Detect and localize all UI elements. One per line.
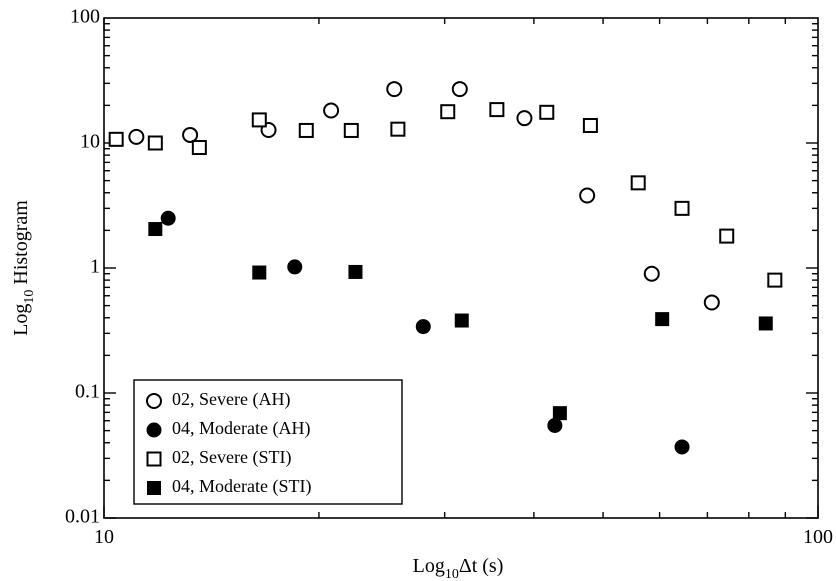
data-point-series-1 [160,210,176,226]
legend-label-severe-sti: 02, Severe (STI) [172,447,291,468]
data-point-series-0 [451,81,468,98]
data-point-series-0 [323,102,340,119]
data-point-series-2 [630,175,646,191]
data-point-series-2 [582,118,598,134]
y-axis-title: Log10 Histogram [10,200,37,336]
data-points [108,81,783,455]
x-axis-title-subscript: 10 [445,567,459,581]
x-axis-title-rest: Δt (s) [459,555,504,577]
data-point-series-2 [489,102,505,118]
legend-symbol-series-3 [147,481,161,495]
data-point-series-3 [148,222,163,237]
y-tick-label: 0.01 [65,506,100,528]
data-point-series-1 [547,417,563,433]
data-point-series-0 [182,126,199,143]
legend-label-moderate-ah: 04, Moderate (AH) [172,418,310,439]
x-tick-label: 10 [94,526,114,548]
data-point-series-3 [252,265,267,280]
y-axis-title-subscript: 10 [22,290,37,304]
y-tick-label: 1 [90,256,100,278]
data-point-series-2 [390,121,406,137]
data-point-series-2 [767,272,783,288]
data-point-series-2 [251,112,267,128]
legend-box [133,379,403,505]
data-point-series-2 [298,122,314,138]
legend: 02, Severe (AH) 04, Moderate (AH) 02, Se… [133,379,403,505]
data-point-series-2 [440,104,456,120]
x-axis-title: Log10Δt (s) [413,555,504,581]
y-tick-label: 0.1 [75,381,100,403]
legend-label-moderate-sti: 04, Moderate (STI) [172,476,311,497]
data-point-series-2 [343,122,359,138]
y-tick-label: 100 [70,6,100,28]
data-point-series-2 [147,135,163,151]
data-point-series-0 [128,128,145,145]
axis-ticks [103,18,819,519]
legend-label-severe-ah: 02, Severe (AH) [172,389,290,410]
data-point-series-3 [454,313,469,328]
legend-symbols [146,393,162,495]
data-point-series-2 [108,131,124,147]
data-point-series-0 [643,265,660,282]
data-point-series-0 [516,110,533,127]
data-point-series-2 [719,228,735,244]
y-axis-title-rest: Histogram [10,200,32,290]
data-point-series-1 [287,259,303,275]
x-tick-label: 100 [803,526,833,548]
data-point-series-2 [191,140,207,156]
axis-tick-labels: 10 100 0.01 0.1 1 10 100 [65,6,833,548]
data-point-series-0 [386,81,403,98]
y-axis-title-prefix: Log [10,304,32,336]
legend-symbol-series-0 [146,393,162,409]
data-point-series-1 [415,319,431,335]
data-point-series-3 [552,406,567,421]
data-point-series-0 [703,294,720,311]
data-point-series-0 [579,187,596,204]
data-point-series-2 [674,200,690,216]
x-axis-title-prefix: Log [413,555,445,577]
data-point-series-2 [539,104,555,120]
data-point-series-3 [758,316,773,331]
data-point-series-3 [655,312,670,327]
legend-symbol-series-1 [146,422,162,438]
data-point-series-3 [348,264,363,279]
data-point-series-1 [674,439,690,455]
y-tick-label: 10 [80,131,100,153]
legend-symbol-series-2 [146,451,162,467]
